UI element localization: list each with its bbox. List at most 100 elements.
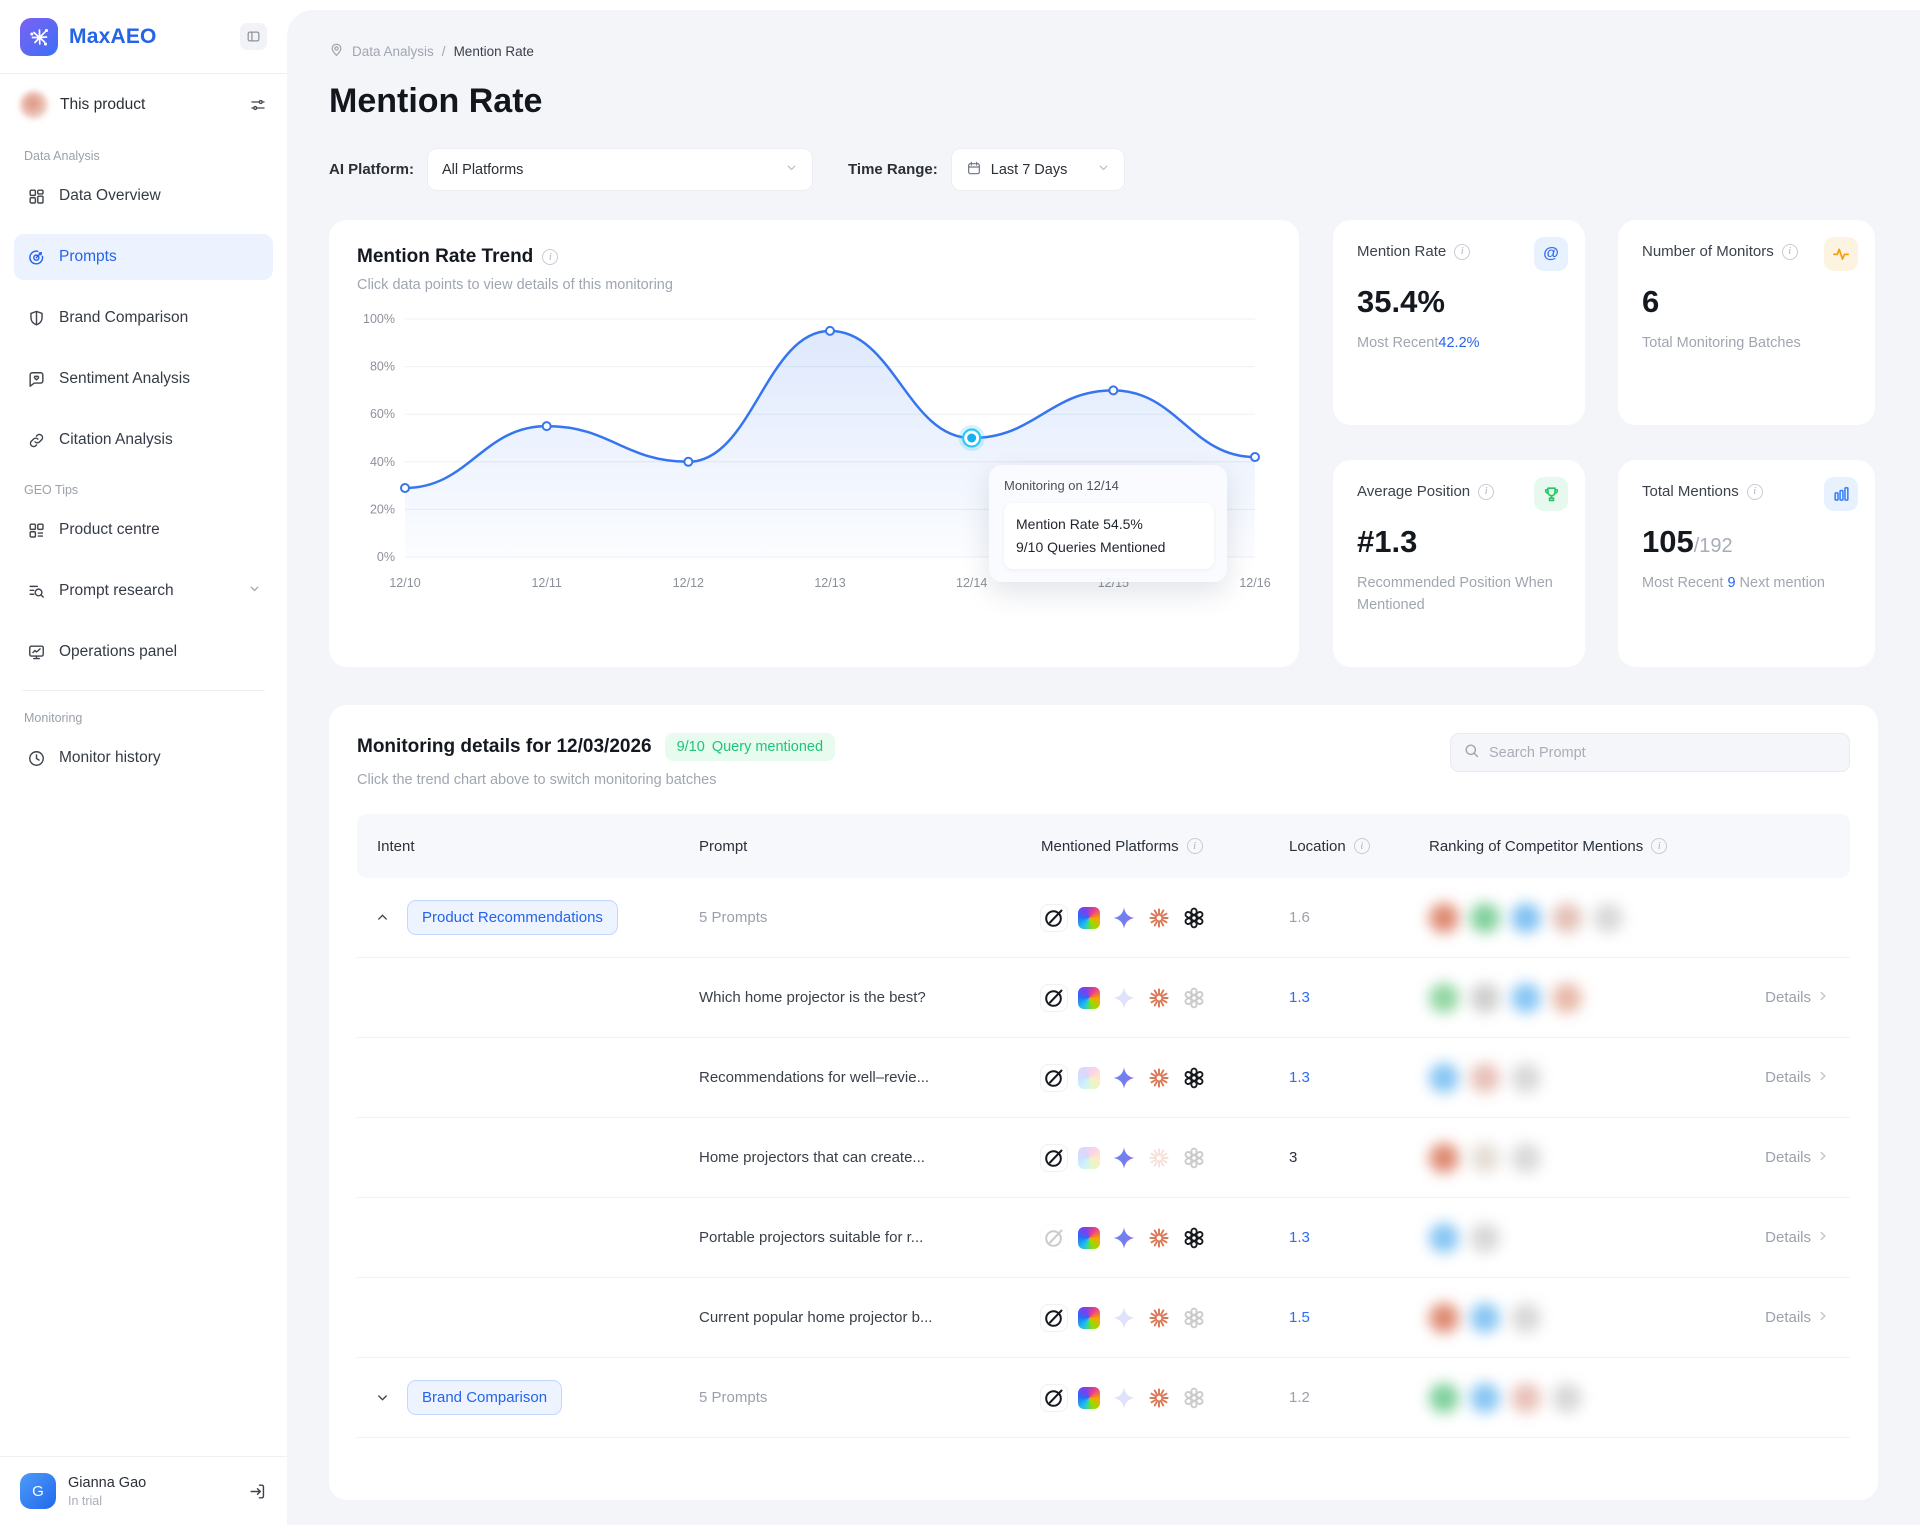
app-root: MaxAEO This product Data Analysis Data O… (0, 0, 1920, 1525)
stat-value: 6 (1642, 284, 1851, 320)
sidebar-item-operations-panel[interactable]: Operations panel (14, 629, 273, 675)
competitor-avatar (1552, 983, 1582, 1013)
maxaeo-logo-icon (20, 18, 58, 56)
stat-title: Mention Rate (1357, 243, 1446, 260)
svg-text:20%: 20% (370, 502, 395, 516)
competitor-ranking-avatars (1429, 1063, 1739, 1093)
sidebar-header: MaxAEO (0, 0, 287, 74)
stat-title: Number of Monitors (1642, 243, 1774, 260)
column-header-location: Location (1289, 838, 1346, 855)
competitor-avatar (1552, 1383, 1582, 1413)
sidebar-item-prompt-research[interactable]: Prompt research (14, 568, 273, 614)
at-icon: @ (1534, 237, 1568, 271)
sidebar-item-brand-comparison[interactable]: Brand Comparison (14, 295, 273, 341)
prompt-row: Which home projector is the best?1.3Deta… (357, 958, 1850, 1038)
stat-value: #1.3 (1357, 524, 1561, 560)
details-link[interactable]: Details (1739, 1309, 1850, 1327)
nav-section-label: Data Analysis (24, 149, 263, 163)
breadcrumb-current: Mention Rate (454, 44, 534, 59)
info-icon[interactable]: i (1478, 484, 1494, 500)
location-value[interactable]: 1.3 (1289, 1229, 1429, 1246)
logout-icon[interactable] (248, 1482, 267, 1501)
intent-badge[interactable]: Product Recommendations (407, 900, 618, 935)
trend-chart[interactable]: 0%20%40%60%80%100%12/1012/1112/1212/1312… (357, 305, 1271, 611)
breadcrumb-section[interactable]: Data Analysis (352, 44, 434, 59)
details-link[interactable]: Details (1739, 1069, 1850, 1087)
claude-icon (1146, 1305, 1172, 1331)
link-icon (26, 430, 46, 450)
location-value[interactable]: 1.5 (1289, 1309, 1429, 1326)
column-header-prompt: Prompt (699, 838, 1041, 855)
chatgpt-icon (1181, 1225, 1207, 1251)
info-icon[interactable]: i (1354, 838, 1370, 854)
chevron-up-icon[interactable] (371, 907, 393, 929)
column-header-platforms: Mentioned Platforms (1041, 838, 1179, 855)
time-range-select[interactable]: Last 7 Days (952, 149, 1124, 190)
intent-badge[interactable]: Brand Comparison (407, 1380, 562, 1415)
claude-icon (1146, 1065, 1172, 1091)
info-icon[interactable]: i (1454, 244, 1470, 260)
mentioned-platforms (1041, 1385, 1289, 1411)
product-settings-icon[interactable] (249, 96, 267, 114)
sidebar-item-sentiment-analysis[interactable]: Sentiment Analysis (14, 356, 273, 402)
product-avatar (20, 91, 48, 119)
claude-icon (1146, 1225, 1172, 1251)
prompt-text: 5 Prompts (699, 1389, 1041, 1406)
sidebar-item-citation-analysis[interactable]: Citation Analysis (14, 417, 273, 463)
competitor-avatar (1511, 903, 1541, 933)
platform-select[interactable]: All Platforms (428, 149, 812, 190)
location-value[interactable]: 1.3 (1289, 1069, 1429, 1086)
intent-group-row: Brand Comparison5 Prompts1.2 (357, 1358, 1850, 1438)
table-header-row: Intent Prompt Mentioned Platformsi Locat… (357, 814, 1850, 878)
info-icon[interactable]: i (1651, 838, 1667, 854)
gemini-icon (1111, 985, 1137, 1011)
grid-icon (26, 186, 46, 206)
platform-filter-label: AI Platform: (329, 161, 414, 178)
sidebar: MaxAEO This product Data Analysis Data O… (0, 0, 287, 1525)
info-icon[interactable]: i (1187, 838, 1203, 854)
chevron-right-icon (1816, 1309, 1830, 1327)
calendar-icon (966, 160, 982, 180)
svg-text:12/10: 12/10 (389, 576, 420, 590)
competitor-avatar (1429, 1303, 1459, 1333)
competitor-avatar (1429, 1383, 1459, 1413)
sidebar-item-prompts[interactable]: Prompts (14, 234, 273, 280)
query-mentioned-badge: 9/10 Query mentioned (665, 733, 835, 761)
search-input[interactable] (1489, 745, 1837, 761)
details-link[interactable]: Details (1739, 1229, 1850, 1247)
competitor-ranking-avatars (1429, 1223, 1739, 1253)
gemini-icon (1111, 1145, 1137, 1171)
target-icon (26, 247, 46, 267)
table-title: Monitoring details for 12/03/2026 (357, 736, 652, 758)
sidebar-item-data-overview[interactable]: Data Overview (14, 173, 273, 219)
competitor-avatar (1470, 1303, 1500, 1333)
details-link[interactable]: Details (1739, 1149, 1850, 1167)
column-header-ranking: Ranking of Competitor Mentions (1429, 838, 1643, 855)
info-icon[interactable]: i (1747, 484, 1763, 500)
sidebar-item-product-centre[interactable]: Product centre (14, 507, 273, 553)
svg-text:40%: 40% (370, 455, 395, 469)
sidebar-item-label: Prompt research (59, 582, 174, 600)
chevron-down-icon[interactable] (371, 1387, 393, 1409)
clock-icon (26, 748, 46, 768)
competitor-avatar (1429, 1223, 1459, 1253)
prompt-text: Recommendations for well–revie... (699, 1069, 1041, 1086)
sidebar-collapse-button[interactable] (240, 23, 267, 50)
grok-icon (1041, 1385, 1067, 1411)
stat-sub-label: Recommended Position When Mentioned (1357, 572, 1561, 617)
mentioned-platforms (1041, 985, 1289, 1011)
location-value[interactable]: 1.3 (1289, 989, 1429, 1006)
competitor-avatar (1593, 903, 1623, 933)
product-switcher[interactable]: This product (0, 74, 287, 125)
chevron-right-icon (1816, 1069, 1830, 1087)
claude-icon (1146, 985, 1172, 1011)
info-icon[interactable]: i (1782, 244, 1798, 260)
details-link[interactable]: Details (1739, 989, 1850, 1007)
copilot-icon (1076, 905, 1102, 931)
svg-text:12/11: 12/11 (531, 576, 561, 590)
stat-value: 35.4% (1357, 284, 1561, 320)
sidebar-item-monitor-history[interactable]: Monitor history (14, 735, 273, 781)
search-box[interactable] (1450, 733, 1850, 772)
info-icon[interactable]: i (542, 249, 558, 265)
chatgpt-icon (1181, 985, 1207, 1011)
